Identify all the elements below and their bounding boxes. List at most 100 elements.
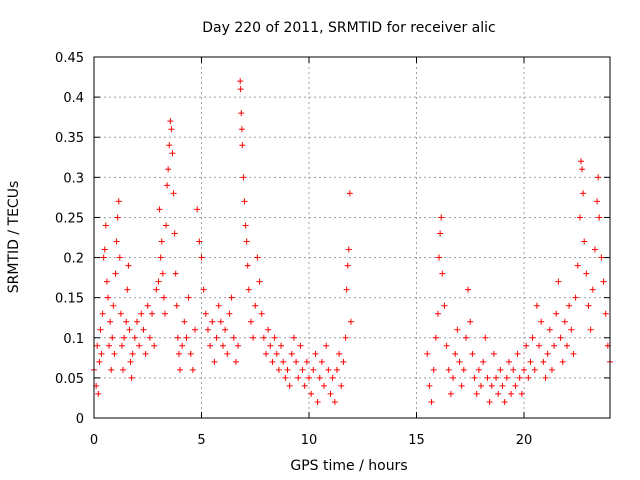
data-point	[295, 374, 302, 381]
data-point	[247, 318, 254, 325]
data-point	[343, 286, 350, 293]
data-point	[220, 342, 226, 349]
y-tick-label: 0.25	[55, 211, 84, 226]
data-point	[521, 366, 527, 373]
data-point	[316, 374, 323, 381]
data-point	[237, 86, 244, 93]
data-point	[156, 206, 163, 213]
data-point	[232, 358, 239, 365]
data-point	[544, 350, 551, 357]
data-point	[490, 350, 497, 357]
data-point	[338, 382, 345, 389]
data-point	[595, 174, 602, 181]
data-point	[237, 78, 244, 85]
data-point	[308, 390, 315, 397]
data-point	[290, 334, 297, 341]
data-point	[116, 254, 123, 261]
data-point	[181, 318, 188, 325]
data-point	[104, 294, 111, 301]
data-point	[531, 366, 538, 373]
x-tick-label: 20	[516, 433, 533, 448]
x-tick-label: 0	[90, 433, 98, 448]
y-tick-label: 0.35	[55, 131, 84, 146]
data-point	[96, 358, 103, 365]
data-point	[488, 382, 495, 389]
data-point	[564, 342, 570, 349]
data-point	[95, 390, 102, 397]
data-point	[473, 390, 480, 397]
data-point	[546, 326, 553, 333]
data-point	[267, 342, 274, 349]
data-point	[244, 262, 251, 269]
data-point	[501, 398, 508, 405]
data-point	[428, 398, 435, 405]
data-point	[258, 310, 265, 317]
data-point	[204, 326, 211, 333]
data-point	[177, 366, 183, 373]
y-tick-label: 0.3	[63, 171, 84, 186]
data-point	[163, 222, 170, 229]
x-tick-label: 10	[301, 433, 318, 448]
data-point	[275, 366, 282, 373]
data-point	[164, 182, 171, 189]
data-point	[217, 318, 224, 325]
y-tick-labels: 0 0.05 0.1 0.15 0.2 0.25 0.3 0.35 0.4 0.45	[55, 51, 84, 427]
data-point	[136, 342, 143, 349]
data-point	[146, 334, 153, 341]
data-point	[273, 350, 280, 357]
data-point	[171, 230, 178, 237]
data-point	[126, 326, 133, 333]
data-point	[551, 342, 558, 349]
data-point	[318, 358, 325, 365]
data-point	[109, 334, 116, 341]
data-point	[94, 342, 101, 349]
data-point	[140, 326, 147, 333]
data-point	[278, 342, 285, 349]
data-point	[265, 326, 272, 333]
data-point	[321, 382, 328, 389]
data-point	[167, 118, 174, 125]
data-point	[120, 366, 127, 373]
x-tick-label: 5	[197, 433, 205, 448]
data-point	[230, 334, 237, 341]
data-point	[200, 286, 207, 293]
data-point	[160, 294, 167, 301]
data-point	[585, 302, 592, 309]
data-point	[303, 358, 310, 365]
data-point	[306, 374, 312, 381]
data-point	[555, 278, 562, 285]
data-point	[499, 382, 506, 389]
data-point	[443, 342, 450, 349]
data-point	[587, 326, 594, 333]
data-point	[284, 366, 291, 373]
data-point	[113, 238, 120, 245]
data-point	[183, 334, 190, 341]
data-point	[243, 238, 250, 245]
data-point	[435, 310, 441, 317]
data-point	[600, 278, 607, 285]
data-point	[107, 318, 114, 325]
data-point	[553, 310, 560, 317]
data-point	[215, 302, 222, 309]
data-point	[198, 254, 205, 261]
data-point	[282, 374, 289, 381]
data-point	[572, 294, 579, 301]
data-point	[165, 166, 172, 173]
data-point	[100, 254, 107, 261]
data-point	[518, 390, 525, 397]
data-point	[196, 238, 203, 245]
data-point	[462, 334, 469, 341]
data-point	[452, 350, 459, 357]
data-point	[458, 382, 465, 389]
data-point	[447, 390, 454, 397]
data-point	[471, 374, 478, 381]
data-point	[131, 334, 138, 341]
data-point	[124, 286, 131, 293]
data-point	[516, 374, 523, 381]
data-point	[424, 350, 431, 357]
data-point	[224, 350, 231, 357]
data-point	[263, 350, 269, 357]
data-point	[138, 310, 145, 317]
data-point	[228, 294, 235, 301]
data-point	[103, 278, 110, 285]
